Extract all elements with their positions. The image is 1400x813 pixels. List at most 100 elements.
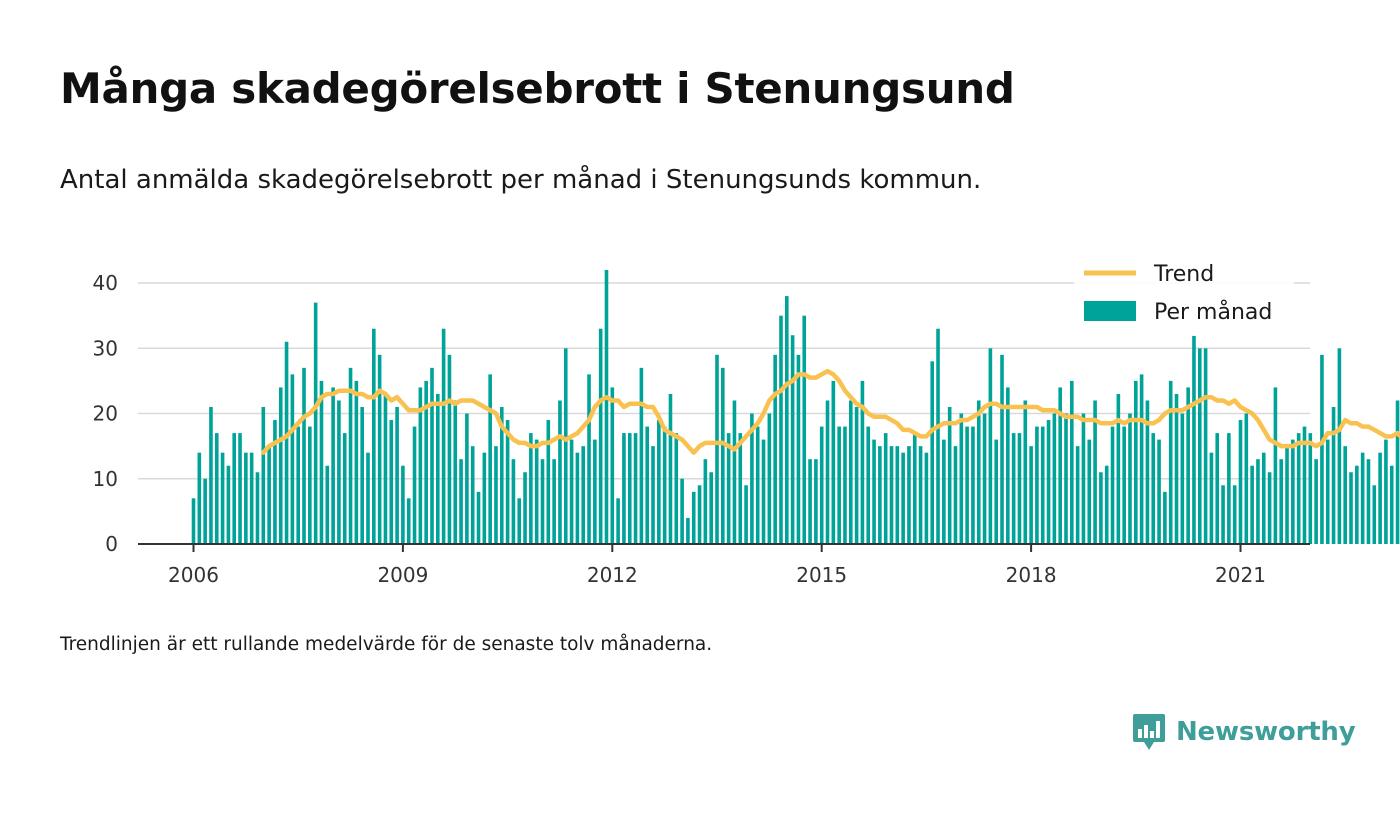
bar [732, 400, 737, 544]
bar [587, 374, 591, 544]
bar [1174, 393, 1179, 544]
x-tick-label: 2009 [377, 563, 428, 587]
bar [1238, 420, 1243, 544]
bar [1197, 348, 1202, 544]
y-tick-label: 40 [93, 271, 118, 295]
trend-line [261, 368, 1400, 455]
footnote: Trendlinjen är ett rullande medelvärde f… [60, 634, 713, 655]
newsworthy-logo-icon [1133, 714, 1165, 750]
bar [278, 387, 283, 544]
bar [453, 400, 458, 544]
bar [1029, 446, 1033, 544]
bar [563, 348, 568, 544]
bar [1389, 465, 1394, 544]
bar [593, 439, 597, 544]
bar [750, 413, 754, 544]
bar [1227, 433, 1231, 544]
bar [721, 367, 725, 544]
bar [220, 452, 225, 544]
bar [494, 446, 498, 544]
bar [837, 426, 841, 544]
bar [395, 407, 399, 544]
bar [1087, 439, 1092, 544]
bar [1296, 433, 1301, 544]
bar [273, 420, 277, 544]
bar [1343, 446, 1348, 544]
bar [244, 452, 248, 544]
bar [214, 433, 219, 544]
bar [499, 407, 504, 544]
bar [284, 341, 289, 544]
bar [1122, 426, 1126, 544]
legend: Trend Per månad [1074, 256, 1294, 336]
bar [1145, 400, 1150, 544]
bar [1093, 400, 1097, 544]
bar [1209, 452, 1214, 544]
bar [1203, 348, 1208, 544]
bar [1378, 452, 1382, 544]
bar [790, 335, 795, 544]
bar [1366, 459, 1371, 544]
bar [610, 387, 615, 544]
bar [360, 407, 364, 544]
bar [337, 400, 341, 544]
bar [598, 328, 603, 544]
bar [831, 380, 836, 544]
bar [814, 459, 818, 544]
bar [901, 452, 905, 544]
bar [1017, 433, 1022, 544]
bar [668, 393, 673, 544]
bar [1320, 354, 1324, 544]
bar [436, 393, 440, 544]
legend-bar-label: Per månad [1154, 299, 1272, 325]
bar [1261, 452, 1266, 544]
bar [534, 439, 539, 544]
bar [1232, 485, 1237, 544]
bar [872, 439, 876, 544]
bar [651, 446, 655, 544]
bar [412, 426, 417, 544]
x-tick-label: 2006 [168, 563, 219, 587]
bar [982, 413, 987, 544]
bar [459, 459, 463, 544]
bar [558, 400, 562, 544]
bar [308, 426, 312, 544]
bar [1192, 335, 1196, 544]
bar [674, 433, 679, 544]
bar [191, 498, 196, 544]
bar [342, 433, 347, 544]
bar [552, 459, 556, 544]
bar [1058, 387, 1062, 544]
bar [197, 452, 202, 544]
bar [348, 367, 353, 544]
bar [761, 439, 766, 544]
bar [825, 400, 830, 544]
bar [511, 459, 516, 544]
bar [1337, 348, 1342, 544]
bar [686, 517, 690, 544]
bar [1035, 426, 1039, 544]
bar [965, 426, 969, 544]
bar [546, 420, 551, 544]
bar [796, 354, 801, 544]
bar [715, 354, 719, 544]
bar [406, 498, 411, 544]
bar [627, 433, 632, 544]
bar [1302, 426, 1307, 544]
bar [767, 413, 772, 544]
bar [662, 426, 667, 544]
brand-name: Newsworthy [1176, 717, 1356, 747]
bar [785, 296, 789, 544]
bar [232, 433, 237, 544]
bar [680, 478, 684, 544]
bar [1244, 413, 1249, 544]
bar [261, 407, 266, 544]
bar [1134, 380, 1138, 544]
bar [819, 426, 824, 544]
legend-trend-label: Trend [1153, 262, 1214, 287]
bar [1128, 413, 1132, 544]
bar [226, 465, 231, 544]
bar [883, 433, 888, 544]
bar [581, 446, 586, 544]
bar [1064, 413, 1068, 544]
